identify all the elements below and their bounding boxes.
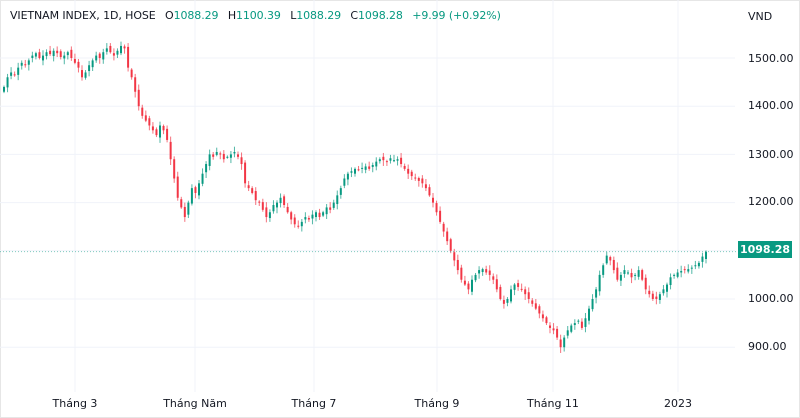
currency-unit: VND (748, 10, 773, 23)
y-tick-900: 900.00 (748, 340, 787, 353)
y-tick-1400: 1400.00 (748, 99, 794, 112)
x-tick-2023: 2023 (664, 397, 692, 410)
low-value: 1088.29 (296, 9, 342, 22)
symbol-label: VIETNAM INDEX, 1D, HOSE (10, 9, 156, 22)
x-tick-july: Tháng 7 (291, 397, 337, 410)
close-value: 1098.28 (358, 9, 403, 22)
y-tick-1200: 1200.00 (748, 195, 794, 208)
change-value: +9.99 (+0.92%) (412, 9, 501, 22)
open-value: 1088.29 (173, 9, 219, 22)
x-tick-may: Tháng Năm (163, 397, 227, 410)
y-tick-1300: 1300.00 (748, 148, 794, 161)
last-price-tag: 1098.28 (738, 241, 792, 258)
y-tick-1500: 1500.00 (748, 52, 794, 65)
x-tick-november: Tháng 11 (527, 397, 579, 410)
x-tick-september: Tháng 9 (414, 397, 460, 410)
high-value: 1100.39 (235, 9, 281, 22)
y-tick-1000: 1000.00 (748, 292, 794, 305)
legend-title: VIETNAM INDEX, 1D, HOSE O1088.29 H1100.3… (10, 9, 501, 22)
x-tick-march: Tháng 3 (52, 397, 98, 410)
